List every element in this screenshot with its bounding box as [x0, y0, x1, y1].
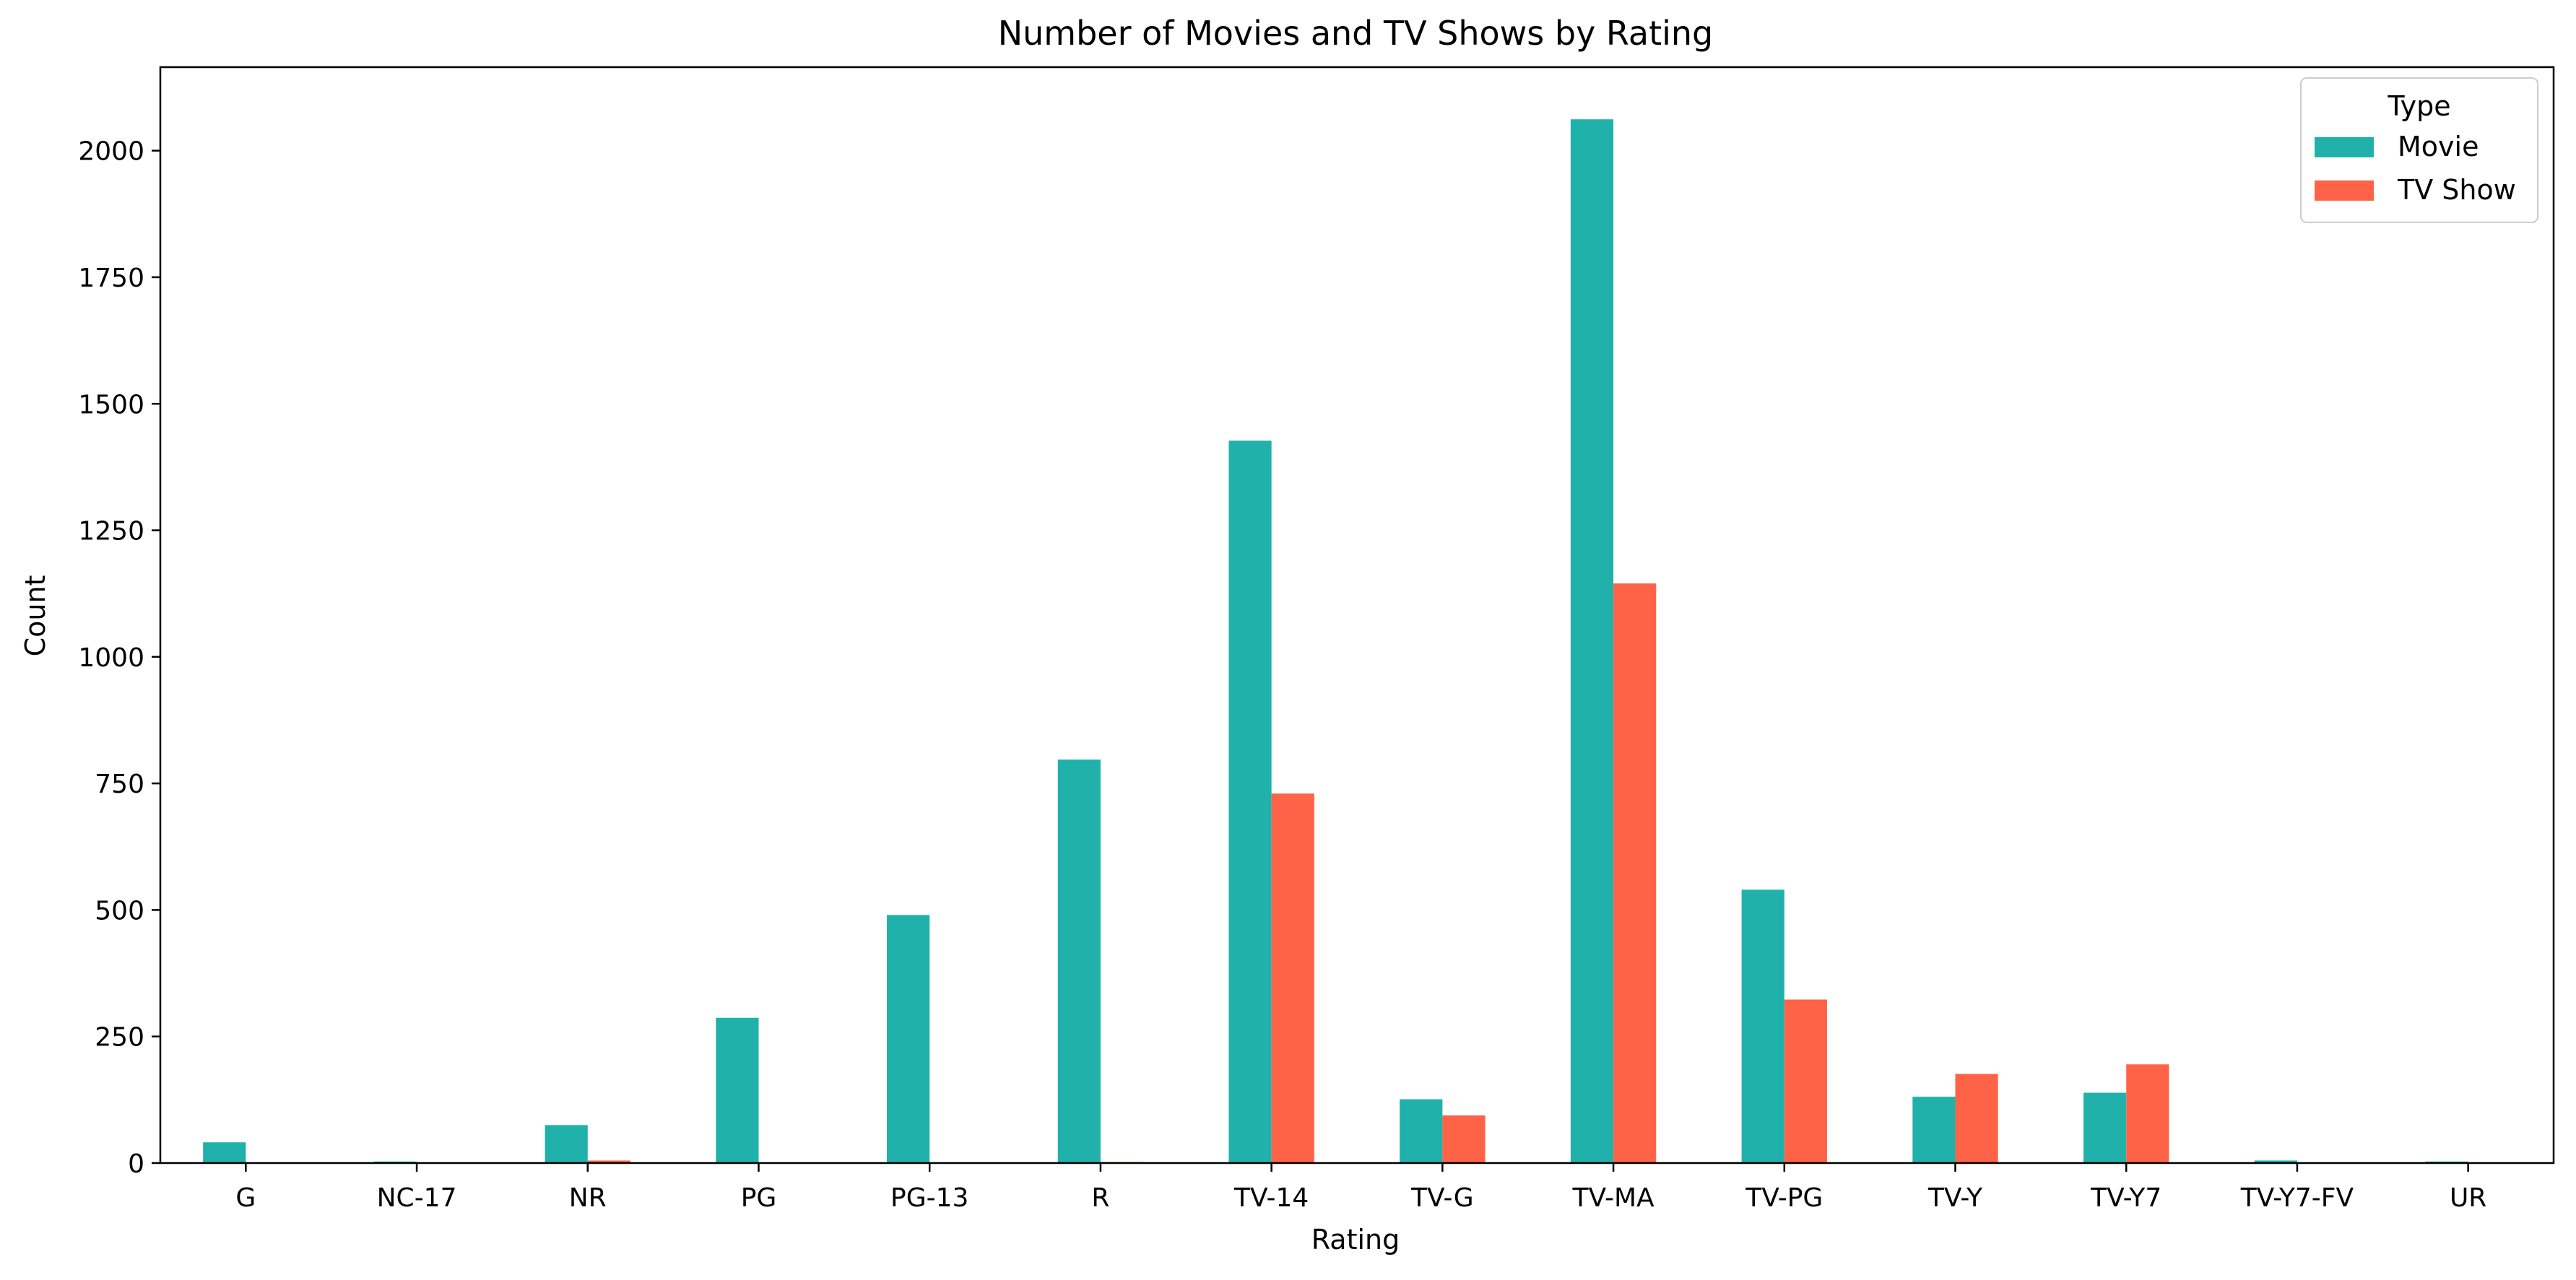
x-tick-label: TV-MA [1571, 1183, 1655, 1213]
y-tick-label: 500 [95, 896, 144, 926]
legend-swatch-tv-show [2315, 180, 2374, 201]
y-tick-label: 1750 [78, 264, 144, 293]
bar-movie-tv-g [1400, 1099, 1443, 1163]
plot-area [203, 119, 2468, 1164]
bar-tv-show-nr [587, 1160, 630, 1163]
x-axis-label: Rating [1311, 1224, 1400, 1255]
bar-movie-tv-ma [1570, 119, 1614, 1164]
legend-label: Movie [2398, 131, 2479, 162]
y-tick-label: 250 [95, 1023, 144, 1053]
x-tick-label: UR [2450, 1183, 2486, 1213]
bar-movie-tv-pg [1741, 889, 1784, 1163]
y-axis-label: Count [19, 575, 51, 657]
bar-tv-show-tv-pg [1784, 999, 1827, 1163]
legend-label: TV Show [2397, 174, 2516, 206]
bar-tv-show-tv-g [1442, 1115, 1486, 1163]
x-tick-label: PG-13 [890, 1183, 968, 1213]
y-tick-label: 2000 [78, 137, 144, 167]
bar-movie-pg-13 [887, 915, 930, 1163]
bar-movie-tv-14 [1228, 440, 1272, 1163]
x-tick-label: G [235, 1183, 256, 1213]
x-tick-label: TV-G [1410, 1183, 1474, 1213]
chart-title: Number of Movies and TV Shows by Rating [998, 14, 1714, 53]
x-tick-label: PG [741, 1183, 777, 1213]
legend-title: Type [2387, 90, 2450, 122]
x-tick-label: TV-PG [1745, 1183, 1823, 1213]
x-tick-label: TV-Y7 [2090, 1183, 2161, 1213]
bar-movie-tv-y7 [2083, 1092, 2127, 1163]
x-tick-label: NC-17 [377, 1183, 457, 1213]
legend: Type Movie TV Show [2300, 77, 2538, 223]
bar-tv-show-tv-14 [1271, 793, 1314, 1163]
x-tick-label: TV-14 [1233, 1183, 1309, 1213]
plot-frame [159, 66, 2555, 1164]
bar-tv-show-tv-ma [1613, 583, 1657, 1163]
x-tick-label: TV-Y [1927, 1183, 1983, 1213]
x-tick-label: NR [569, 1183, 607, 1213]
x-tick-label: R [1091, 1183, 1109, 1213]
y-tick-label: 1250 [78, 517, 144, 547]
y-tick-label: 1500 [78, 390, 144, 419]
bar-movie-g [203, 1142, 246, 1163]
y-tick-label: 750 [95, 770, 144, 799]
bar-movie-tv-y7-fv [2254, 1160, 2297, 1163]
bar-movie-r [1057, 759, 1101, 1163]
axes: 0 250 500 750 1000 1250 1500 1750 2000 G NC-17 NR PG… [78, 66, 2555, 1213]
bar-movie-nr [545, 1125, 588, 1163]
legend-swatch-movie [2315, 137, 2374, 157]
bar-movie-tv-y [1912, 1097, 1956, 1163]
y-tick-label: 1000 [78, 643, 144, 673]
y-tick-label: 0 [128, 1149, 144, 1179]
bar-movie-pg [716, 1017, 759, 1163]
bar-tv-show-tv-y7 [2126, 1064, 2169, 1163]
bar-tv-show-tv-y [1955, 1074, 1998, 1163]
x-tick-label: TV-Y7-FV [2240, 1183, 2354, 1213]
